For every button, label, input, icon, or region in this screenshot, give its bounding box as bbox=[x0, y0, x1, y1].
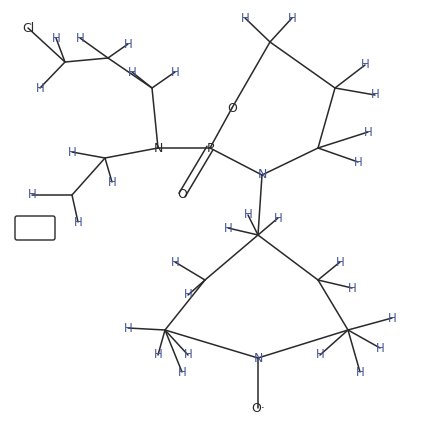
Text: P: P bbox=[206, 142, 214, 155]
Text: H: H bbox=[52, 32, 60, 45]
Text: H: H bbox=[28, 188, 36, 201]
Text: H: H bbox=[184, 349, 192, 362]
Text: H: H bbox=[240, 12, 249, 25]
Text: H: H bbox=[316, 349, 325, 362]
Text: H: H bbox=[360, 58, 369, 71]
Text: O·: O· bbox=[251, 401, 265, 414]
FancyBboxPatch shape bbox=[15, 216, 55, 240]
Text: H: H bbox=[76, 32, 85, 45]
Text: H: H bbox=[178, 365, 187, 378]
Text: H: H bbox=[35, 81, 44, 94]
Text: N: N bbox=[153, 142, 162, 155]
Text: O: O bbox=[177, 188, 187, 201]
Text: H: H bbox=[353, 155, 362, 168]
Text: H: H bbox=[124, 38, 132, 51]
Text: H: H bbox=[108, 175, 117, 188]
Text: H: H bbox=[154, 349, 162, 362]
Text: N: N bbox=[253, 352, 263, 365]
Text: H: H bbox=[336, 255, 344, 268]
Text: H: H bbox=[224, 222, 233, 235]
Text: H: H bbox=[171, 65, 180, 78]
Text: H: H bbox=[74, 216, 82, 229]
Text: O: O bbox=[227, 101, 237, 114]
Text: H: H bbox=[124, 321, 132, 335]
Text: H: H bbox=[348, 281, 357, 294]
Text: H: H bbox=[388, 311, 396, 324]
Text: H: H bbox=[288, 12, 297, 25]
Text: Cl: Cl bbox=[22, 22, 34, 35]
Text: N: N bbox=[257, 168, 267, 181]
Text: H: H bbox=[127, 65, 136, 78]
Text: H: H bbox=[356, 365, 364, 378]
Text: H: H bbox=[244, 209, 252, 222]
Text: H: H bbox=[371, 88, 379, 101]
Text: Abs: Abs bbox=[25, 223, 45, 233]
Text: H: H bbox=[364, 126, 372, 139]
Text: H: H bbox=[184, 288, 192, 301]
Text: H: H bbox=[67, 145, 76, 158]
Text: H: H bbox=[376, 342, 385, 355]
Text: H: H bbox=[274, 211, 283, 224]
Text: H: H bbox=[171, 255, 180, 268]
